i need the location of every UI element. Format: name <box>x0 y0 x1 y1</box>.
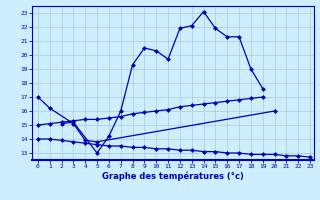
X-axis label: Graphe des températures (°c): Graphe des températures (°c) <box>102 172 244 181</box>
